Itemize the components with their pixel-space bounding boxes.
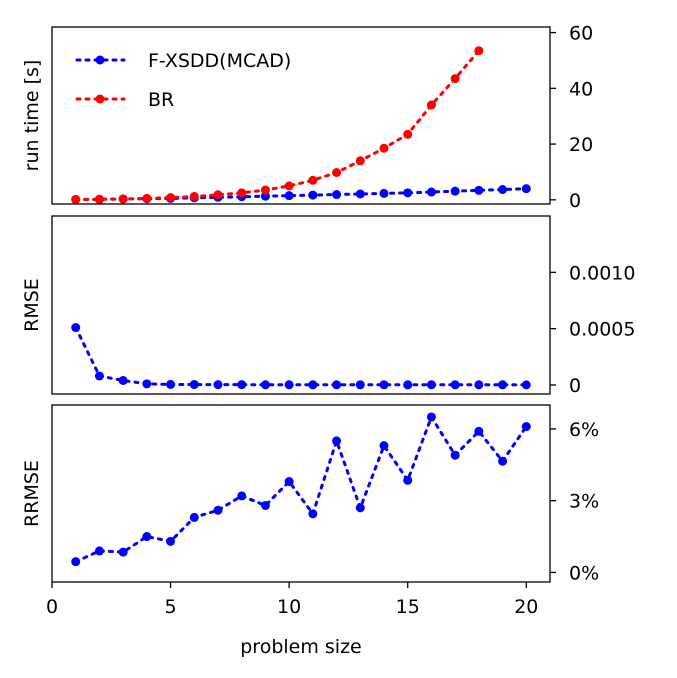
data-point-2-0-0	[71, 557, 81, 567]
data-point-0-0-10	[308, 190, 318, 200]
y-tick-label-1-0: 0	[569, 375, 581, 397]
data-point-1-0-1	[94, 371, 104, 381]
data-point-0-1-7	[237, 188, 247, 198]
y-axis-title-2: RRMSE	[21, 460, 43, 527]
data-point-2-0-15	[426, 412, 436, 422]
data-point-2-0-6	[213, 505, 223, 515]
data-point-0-1-9	[284, 181, 294, 191]
data-point-1-0-3	[142, 379, 152, 389]
x-tick-label-3: 15	[396, 596, 420, 618]
y-tick-label-0-1: 20	[569, 134, 593, 156]
data-point-0-1-16	[450, 74, 460, 84]
y-axis-title-1: RMSE	[21, 278, 43, 332]
legend-label-1: BR	[148, 89, 174, 111]
data-point-0-1-4	[166, 193, 176, 203]
y-axis-title-0: run time [s]	[21, 60, 43, 172]
data-point-1-0-11	[332, 380, 342, 390]
data-point-1-0-6	[213, 380, 223, 390]
data-point-2-0-9	[284, 477, 294, 487]
data-point-2-0-14	[403, 475, 413, 485]
data-point-1-0-17	[474, 380, 484, 390]
x-tick-label-2: 10	[277, 596, 301, 618]
data-point-2-0-2	[118, 547, 128, 557]
data-point-0-0-17	[474, 185, 484, 195]
data-point-0-1-15	[426, 100, 436, 110]
data-point-2-0-16	[450, 450, 460, 460]
legend-marker-1	[95, 94, 105, 104]
x-axis-title: problem size	[240, 636, 362, 658]
data-point-2-0-5	[189, 512, 199, 522]
data-point-0-1-14	[403, 129, 413, 139]
data-point-2-0-19	[521, 422, 531, 432]
series-line-1-0	[74, 326, 528, 387]
y-tick-label-2-1: 3%	[569, 491, 599, 513]
data-point-0-1-10	[308, 175, 318, 185]
data-point-1-0-10	[308, 380, 318, 390]
data-point-0-0-13	[379, 188, 389, 198]
data-point-0-1-2	[118, 194, 128, 204]
data-point-2-0-4	[166, 536, 176, 546]
legend-marker-0	[95, 55, 105, 65]
data-point-2-0-1	[94, 546, 104, 556]
data-point-0-0-11	[332, 190, 342, 200]
data-point-0-1-12	[355, 156, 365, 166]
data-point-2-0-17	[474, 426, 484, 436]
data-point-0-1-8	[260, 185, 270, 195]
data-point-0-1-5	[189, 191, 199, 201]
data-point-2-0-18	[498, 456, 508, 466]
data-point-1-0-13	[379, 380, 389, 390]
data-point-0-0-16	[450, 186, 460, 196]
data-point-1-0-4	[166, 379, 176, 389]
data-point-1-0-14	[403, 380, 413, 390]
panel-frame-2	[51, 404, 551, 583]
data-point-0-1-3	[142, 193, 152, 203]
panel-frame-0	[51, 26, 551, 205]
data-point-0-1-17	[474, 46, 484, 56]
data-point-1-0-15	[426, 380, 436, 390]
series-line-2-0	[74, 413, 528, 564]
y-tick-label-0-3: 60	[569, 23, 593, 45]
data-point-2-0-7	[237, 491, 247, 501]
data-point-2-0-12	[355, 503, 365, 513]
data-point-0-0-15	[426, 187, 436, 197]
data-point-2-0-3	[142, 532, 152, 542]
data-point-0-0-18	[498, 185, 508, 195]
data-point-0-1-11	[332, 168, 342, 177]
y-tick-label-0-0: 0	[569, 190, 581, 212]
y-tick-label-2-0: 0%	[569, 562, 599, 584]
data-point-0-0-9	[284, 191, 294, 201]
y-tick-label-1-1: 0.0005	[569, 319, 635, 341]
data-point-1-0-8	[260, 380, 270, 390]
data-point-1-0-7	[237, 380, 247, 390]
x-tick-label-4: 20	[514, 596, 538, 618]
data-point-1-0-5	[189, 380, 199, 390]
data-point-0-1-6	[213, 190, 223, 200]
data-point-1-0-2	[118, 375, 128, 385]
data-point-2-0-13	[379, 441, 389, 451]
data-point-0-0-19	[521, 184, 531, 194]
data-point-1-0-19	[521, 380, 531, 390]
data-point-0-1-0	[71, 195, 81, 205]
data-point-0-1-1	[94, 194, 104, 204]
panel-frame-1	[51, 215, 551, 395]
data-point-2-0-11	[332, 436, 342, 446]
data-point-1-0-18	[498, 380, 508, 390]
data-point-0-0-12	[355, 189, 365, 199]
data-point-2-0-10	[308, 509, 318, 519]
data-point-0-0-14	[403, 188, 413, 198]
data-point-0-1-13	[379, 143, 389, 153]
y-tick-label-1-2: 0.0010	[569, 262, 635, 284]
legend-label-0: F-XSDD(MCAD)	[148, 50, 291, 72]
series-line-0-1	[74, 49, 481, 202]
data-point-1-0-16	[450, 380, 460, 390]
y-tick-label-2-2: 6%	[569, 419, 599, 441]
x-tick-label-1: 5	[165, 596, 177, 618]
data-point-1-0-0	[71, 323, 81, 333]
x-tick-label-0: 0	[46, 596, 58, 618]
data-point-2-0-8	[260, 500, 270, 510]
data-point-1-0-12	[355, 380, 365, 390]
data-point-1-0-9	[284, 380, 294, 390]
y-tick-label-0-2: 40	[569, 78, 593, 100]
